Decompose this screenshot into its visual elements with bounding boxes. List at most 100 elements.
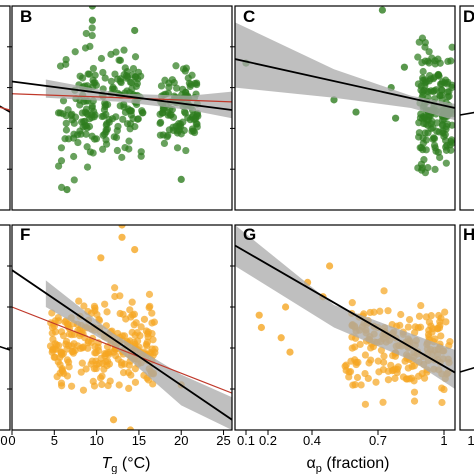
panel-C-point [415, 129, 423, 137]
panel-F-point [97, 254, 105, 262]
plot-layer: 0 5 10 15 20 25 0.1 0.2 0.4 0.7 1 [0, 5, 474, 448]
panel-B-point [137, 152, 145, 160]
panel-B-point [57, 183, 66, 192]
panel-B-point [74, 138, 82, 147]
panel-C-point [425, 59, 433, 67]
panel-B-point [81, 108, 89, 116]
panel-B-point [120, 103, 128, 111]
panel-B-point [177, 175, 185, 183]
panel-G-point [345, 368, 353, 376]
panel-B-point [172, 62, 180, 70]
panel-B-point [131, 53, 140, 61]
panel-B-point [165, 83, 173, 91]
panel-F-point [125, 361, 133, 369]
panel-G-point [442, 318, 450, 326]
panel-G-frame [234, 224, 456, 431]
panel-B-point [56, 62, 65, 70]
panel-B-point [83, 163, 92, 171]
panel-C-point [414, 80, 423, 88]
panel-F-point [129, 311, 137, 319]
panel-B-point [81, 44, 90, 52]
panel-B-point [112, 133, 121, 142]
panel-G-point [397, 310, 405, 319]
panel-G-point [367, 344, 375, 352]
panel-B-point [62, 112, 70, 120]
x-axis-title-ap: αp (fraction) [307, 455, 390, 474]
panel-F-point [115, 381, 123, 389]
panel-G-point [380, 358, 388, 366]
panel-B-point [81, 117, 89, 125]
panel-G-point [377, 346, 386, 354]
panel-G-point [435, 311, 443, 320]
panel-G-point [405, 375, 413, 383]
panel-B-point [64, 106, 72, 114]
panel-B-point [89, 149, 97, 157]
panel-B-point [56, 109, 64, 117]
panel-B-point [131, 26, 139, 35]
panel-G-point [379, 398, 387, 406]
panel-F-point [106, 377, 114, 385]
panel-B-frame [11, 5, 233, 211]
panel-F-point [75, 297, 83, 305]
panel-B-point [101, 130, 109, 138]
panel-letter-D: D [463, 7, 474, 26]
panel-B-point [97, 54, 106, 63]
panel-G-point [401, 357, 409, 365]
panel-B-point [160, 139, 169, 147]
panel-B-point [107, 50, 115, 58]
panel-C-point [427, 125, 435, 133]
panel-F-point [63, 372, 72, 380]
panel-C-point [414, 164, 422, 172]
panel-G-point [425, 318, 434, 326]
panel-C-point [378, 6, 386, 14]
panel-F-xtick-label: 15 [132, 433, 146, 448]
panel-B-point [118, 153, 126, 161]
panel-F-point [80, 302, 88, 310]
panel-G-point [277, 334, 285, 342]
panel-G-point [374, 357, 382, 365]
panel-B-point [88, 113, 96, 122]
panel-F-point [131, 365, 139, 373]
panel-G-point [384, 307, 392, 315]
panel-G-point [389, 366, 397, 374]
panel-B-point [173, 144, 182, 152]
panel-B-point [156, 119, 164, 127]
panel-C-point [419, 74, 427, 82]
panel-G-point [361, 351, 370, 359]
panel-G-point [282, 303, 290, 311]
panel-B-point [126, 107, 134, 115]
panel-B-point [99, 145, 107, 153]
panel-letter-G: G [243, 225, 256, 244]
panel-B-point [134, 68, 143, 76]
panel-F-point [148, 319, 156, 327]
panel-B-point [91, 71, 99, 79]
panel-C-point [432, 86, 440, 94]
panel-B-point [156, 131, 165, 139]
panel-F-point [109, 416, 118, 424]
panel-B-point [62, 126, 71, 134]
panel-G-point [326, 262, 334, 270]
panel-F-point [96, 374, 105, 382]
panel-F-point [103, 308, 111, 316]
panel-A-partial-frame [0, 5, 11, 211]
panel-F-point [140, 315, 149, 323]
panel-F-point [59, 350, 67, 358]
panel-B-point [116, 56, 125, 64]
panel-G-point [348, 299, 356, 307]
panel-B-point [62, 55, 70, 64]
panel-B-point [125, 137, 133, 145]
x-axis-title-ap-main: α [307, 455, 316, 472]
panel-G-ci-band [235, 225, 455, 389]
panel-B-point [193, 80, 201, 89]
panel-G-xtick-label: 0.2 [259, 433, 277, 448]
panel-F-point [131, 246, 139, 254]
panel-B-point [120, 71, 128, 79]
panel-C-point [434, 55, 442, 63]
panel-B-point [63, 186, 71, 194]
panel-B-point [126, 120, 135, 128]
panel-C-point [439, 127, 447, 135]
panel-F-point [82, 365, 90, 373]
panel-F-point [51, 328, 60, 336]
panel-F-point [104, 348, 112, 357]
panel-F-point [116, 292, 124, 300]
